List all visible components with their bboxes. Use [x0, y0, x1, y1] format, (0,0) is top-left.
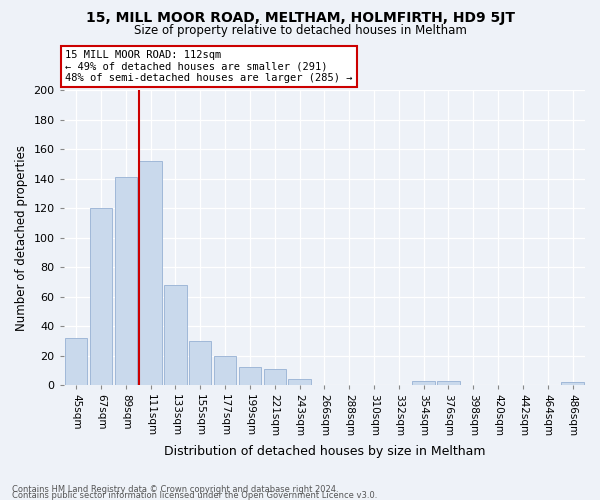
Bar — [289, 379, 311, 385]
Bar — [139, 161, 162, 385]
Bar — [90, 208, 112, 385]
Bar — [263, 369, 286, 385]
Bar — [239, 368, 261, 385]
Text: 15, MILL MOOR ROAD, MELTHAM, HOLMFIRTH, HD9 5JT: 15, MILL MOOR ROAD, MELTHAM, HOLMFIRTH, … — [86, 11, 515, 25]
X-axis label: Distribution of detached houses by size in Meltham: Distribution of detached houses by size … — [164, 444, 485, 458]
Bar — [189, 341, 211, 385]
Text: 15 MILL MOOR ROAD: 112sqm
← 49% of detached houses are smaller (291)
48% of semi: 15 MILL MOOR ROAD: 112sqm ← 49% of detac… — [65, 50, 352, 83]
Bar — [412, 380, 435, 385]
Text: Contains public sector information licensed under the Open Government Licence v3: Contains public sector information licen… — [12, 491, 377, 500]
Bar — [65, 338, 87, 385]
Bar — [164, 285, 187, 385]
Text: Contains HM Land Registry data © Crown copyright and database right 2024.: Contains HM Land Registry data © Crown c… — [12, 485, 338, 494]
Bar — [562, 382, 584, 385]
Y-axis label: Number of detached properties: Number of detached properties — [15, 144, 28, 330]
Bar — [214, 356, 236, 385]
Bar — [437, 380, 460, 385]
Text: Size of property relative to detached houses in Meltham: Size of property relative to detached ho… — [134, 24, 466, 37]
Bar — [115, 178, 137, 385]
